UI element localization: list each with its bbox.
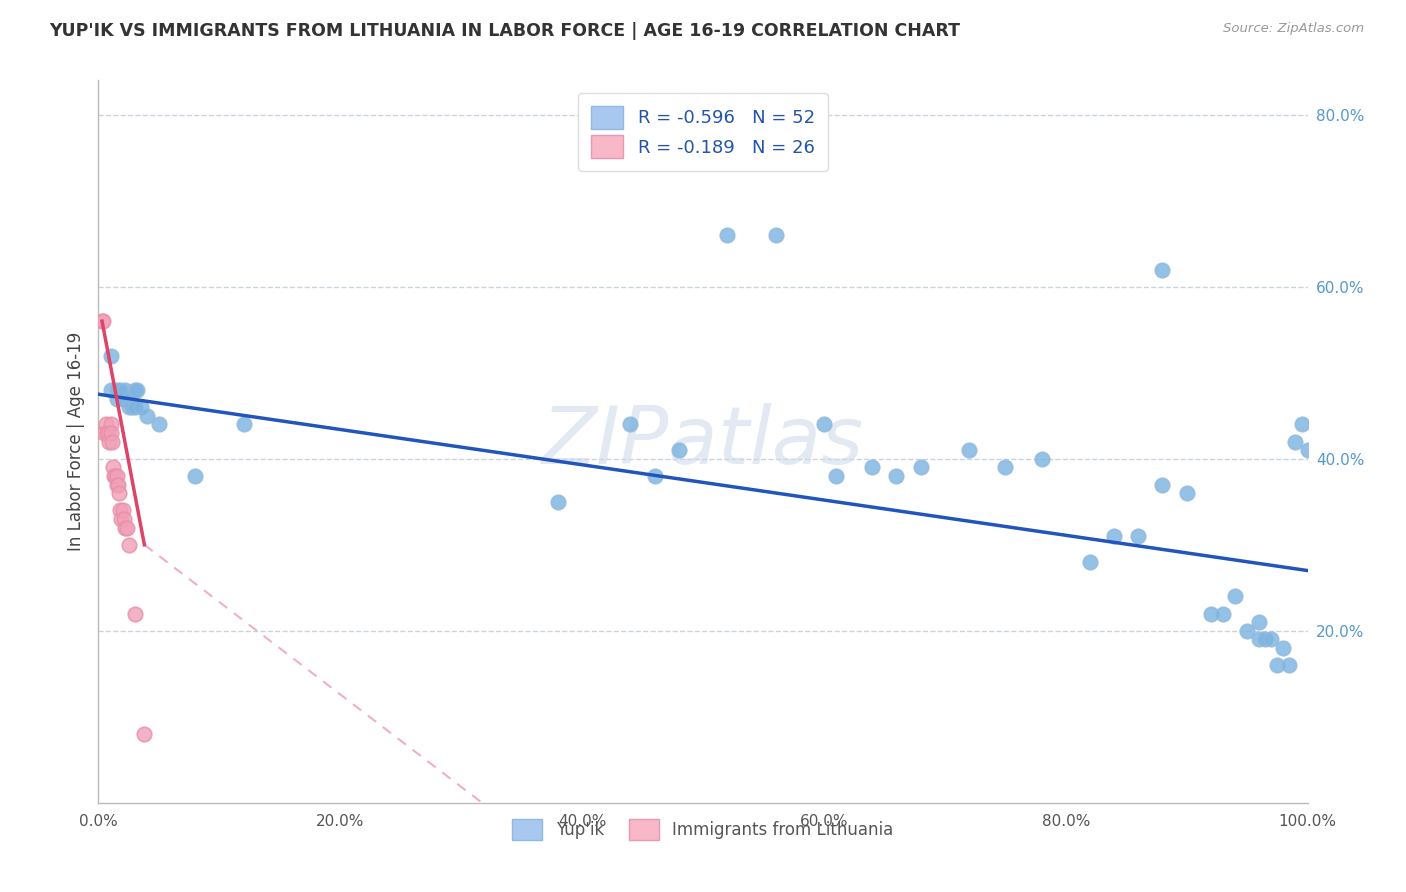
Point xyxy=(1249,632,1271,647)
Point xyxy=(644,469,666,483)
Point xyxy=(111,503,134,517)
Point xyxy=(124,383,146,397)
Point xyxy=(619,417,641,432)
Point xyxy=(108,486,131,500)
Point xyxy=(957,443,980,458)
Point xyxy=(1031,451,1053,466)
Point xyxy=(118,400,141,414)
Point xyxy=(91,314,114,328)
Point xyxy=(118,392,141,406)
Point xyxy=(994,460,1017,475)
Point xyxy=(114,520,136,534)
Point xyxy=(1152,477,1174,491)
Point xyxy=(100,434,122,449)
Point xyxy=(825,469,848,483)
Point xyxy=(98,434,121,449)
Point xyxy=(547,494,569,508)
Legend: Yup'ik, Immigrants from Lithuania: Yup'ik, Immigrants from Lithuania xyxy=(505,811,901,848)
Point xyxy=(1128,529,1150,543)
Point xyxy=(118,538,141,552)
Point xyxy=(124,400,146,414)
Point xyxy=(96,425,118,440)
Point xyxy=(232,417,254,432)
Point xyxy=(1102,529,1125,543)
Point xyxy=(1236,624,1258,638)
Point xyxy=(1152,262,1174,277)
Point xyxy=(104,469,127,483)
Point xyxy=(1199,607,1222,621)
Point xyxy=(124,607,146,621)
Point xyxy=(129,400,152,414)
Point xyxy=(100,383,122,397)
Point xyxy=(1296,443,1319,458)
Point xyxy=(100,425,122,440)
Point xyxy=(93,425,115,440)
Point xyxy=(1284,434,1306,449)
Point xyxy=(94,417,117,432)
Point xyxy=(105,383,128,397)
Text: Source: ZipAtlas.com: Source: ZipAtlas.com xyxy=(1223,22,1364,36)
Point xyxy=(114,383,136,397)
Text: YUP'IK VS IMMIGRANTS FROM LITHUANIA IN LABOR FORCE | AGE 16-19 CORRELATION CHART: YUP'IK VS IMMIGRANTS FROM LITHUANIA IN L… xyxy=(49,22,960,40)
Point xyxy=(100,417,122,432)
Point xyxy=(110,512,132,526)
Point xyxy=(1260,632,1282,647)
Point xyxy=(1175,486,1198,500)
Point xyxy=(910,460,932,475)
Point xyxy=(1278,658,1301,673)
Point xyxy=(1272,640,1295,655)
Y-axis label: In Labor Force | Age 16-19: In Labor Force | Age 16-19 xyxy=(66,332,84,551)
Point xyxy=(105,469,128,483)
Point xyxy=(135,409,157,423)
Point xyxy=(134,727,156,741)
Point xyxy=(112,512,135,526)
Point xyxy=(100,349,122,363)
Point xyxy=(1291,417,1313,432)
Point xyxy=(1078,555,1101,569)
Point xyxy=(886,469,908,483)
Point xyxy=(105,477,128,491)
Point xyxy=(765,228,787,243)
Point xyxy=(107,477,129,491)
Point xyxy=(108,383,131,397)
Point xyxy=(860,460,883,475)
Point xyxy=(1267,658,1289,673)
Point xyxy=(813,417,835,432)
Point xyxy=(127,383,149,397)
Point xyxy=(97,425,120,440)
Point xyxy=(101,460,124,475)
Point xyxy=(108,503,131,517)
Point xyxy=(1223,590,1246,604)
Point xyxy=(668,443,690,458)
Point xyxy=(117,520,139,534)
Point xyxy=(105,392,128,406)
Point xyxy=(148,417,170,432)
Point xyxy=(103,469,125,483)
Point xyxy=(1249,615,1271,630)
Point xyxy=(91,314,114,328)
Point xyxy=(1212,607,1234,621)
Point xyxy=(111,392,134,406)
Point xyxy=(1254,632,1277,647)
Text: ZIPatlas: ZIPatlas xyxy=(541,402,865,481)
Point xyxy=(121,400,143,414)
Point xyxy=(716,228,738,243)
Point xyxy=(184,469,207,483)
